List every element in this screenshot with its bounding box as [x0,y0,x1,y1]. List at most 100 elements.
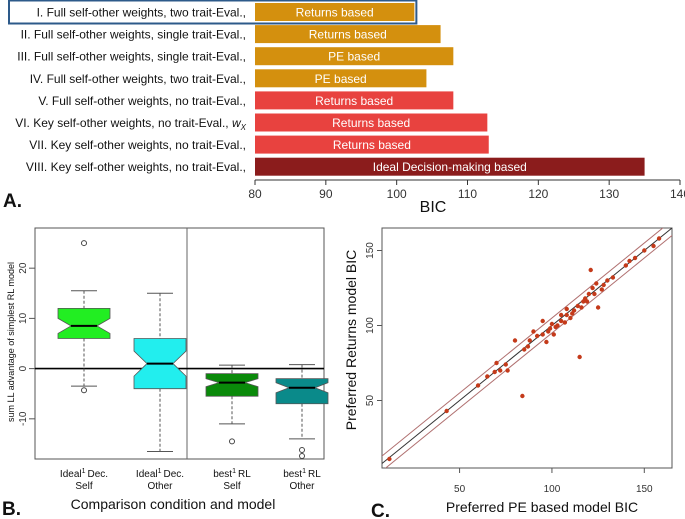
bic-bar [255,3,415,21]
bic-point [492,369,497,375]
bic-point [551,332,556,337]
bic-point [590,285,595,291]
outlier-point [299,446,305,453]
model-label: V. Full self-other weights, no trait-Eva… [38,94,246,108]
ll-tick-label: 0 [18,365,29,371]
panel-a-label: A. [3,191,22,212]
bic-point [527,338,532,343]
model-label: VIII. Key self-other weights, no trait-E… [26,160,246,174]
ll-tick-label: -10 [18,411,29,426]
bic-point [512,338,518,343]
bic-tick-label: 120 [528,187,548,201]
bic-point [586,291,592,297]
bic-bar-text: Ideal Decision-making based [373,160,527,174]
bic-point [579,305,584,310]
bic-point [575,303,580,309]
model-label-text: III. Full self-other weights, single tra… [17,50,246,64]
condition-label-kind: Dec. [88,469,109,480]
condition-label-sup: 1 [82,468,86,475]
bic-point [558,318,564,324]
bic-point [595,305,601,310]
bic-point [562,320,568,325]
bic-point [599,287,605,292]
condition-label-model: best [283,469,302,480]
condition-label-model: Ideal [60,469,82,480]
bic-point [642,248,647,253]
bic-point [632,255,638,261]
bic-axis-label: BIC [420,199,447,216]
condition-label-sup: 1 [302,468,306,475]
ll-tick-label: 10 [18,312,29,324]
bic-point [522,347,527,352]
condition-label-sup: 1 [232,468,236,475]
bic-point [592,291,597,297]
bic-point [549,321,555,327]
bic-bar-text: Returns based [315,94,393,108]
bic-tick-label: 140 [670,187,685,201]
returns-bic-tick-label: 100 [365,317,376,334]
bic-bar [255,25,441,44]
bic-point [540,332,545,337]
bic-point [601,282,606,288]
pe-bic-axis-label: Preferred PE based model BIC [446,499,638,515]
bic-point [577,354,582,360]
condition-target: Self [75,481,92,492]
bic-bar [255,47,454,66]
bic-point [505,368,510,373]
bic-tick-label: 90 [319,187,333,201]
bic-tick-label: 100 [387,187,407,201]
upper-band-line [382,228,664,457]
bic-point [475,383,481,388]
bic-bar-text: Returns based [333,138,411,152]
bic-point [588,267,593,273]
bic-point [534,333,540,339]
scatter-frame [381,227,673,469]
model-label-text: IV. Full self-other weights, two trait-E… [30,72,246,86]
returns-bic-tick-label: 150 [365,242,376,259]
weight-symbol: w [232,116,242,130]
bic-bar [255,91,454,110]
bic-point [605,278,610,283]
bic-point [558,312,564,318]
bic-bar-text: PE based [328,50,380,64]
pe-bic-tick-label: 150 [636,484,653,495]
bic-point [444,408,449,414]
bic-point [498,368,503,373]
condition-label-sup: 1 [158,468,162,475]
panel-b-label: B. [2,499,21,519]
notched-box [275,378,329,405]
bic-point [555,323,560,328]
bic-point [627,258,632,264]
panel-c-label: C. [371,501,390,519]
bic-point [610,275,616,280]
condition-label-model: best [213,469,232,480]
bic-bar [255,69,427,88]
bic-point [531,329,536,334]
bic-bar [255,113,488,132]
outlier-point [299,452,305,459]
notched-box [57,307,111,339]
model-label-text: I. Full self-other weights, two trait-Ev… [37,6,246,20]
notched-box [205,373,259,397]
bic-point [564,306,569,312]
condition-target: Self [223,481,240,492]
bic-point [520,393,525,399]
condition-target: Other [147,481,173,492]
condition-label-kind: Dec. [164,469,185,480]
bic-point [544,339,549,345]
model-label-text: VIII. Key self-other weights, no trait-E… [26,160,246,174]
bic-point [594,281,599,286]
bic-point [540,318,545,324]
outlier-point [81,240,87,247]
condition-label-model: Ideal [136,469,158,480]
ll-advantage-axis-label: sum LL advantage of simplest RL model [6,262,16,422]
bic-point [525,344,531,349]
returns-bic-axis-label: Preferred Returns model BIC [343,250,359,431]
condition-label-kind: RL [238,469,251,480]
pe-bic-tick-label: 50 [454,484,466,495]
model-label: VII. Key self-other weights, no trait-Ev… [29,138,246,152]
bic-tick-label: 80 [248,187,262,201]
model-label: I. Full self-other weights, two trait-Ev… [37,6,246,20]
